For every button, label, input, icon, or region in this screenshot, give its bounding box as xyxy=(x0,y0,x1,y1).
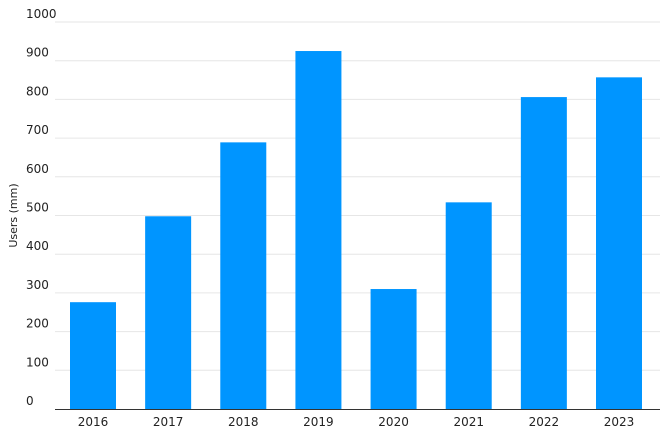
x-tick-label: 2019 xyxy=(303,415,334,429)
x-tick-label: 2018 xyxy=(228,415,259,429)
x-tick-label: 2021 xyxy=(453,415,484,429)
bar-2020 xyxy=(370,289,417,409)
bar-2016 xyxy=(70,302,116,409)
y-tick-label: 100 xyxy=(26,355,49,369)
x-tick-label: 2023 xyxy=(604,415,635,429)
x-tick-label: 2017 xyxy=(153,415,184,429)
y-tick-label: 500 xyxy=(26,201,49,215)
y-tick-label: 200 xyxy=(26,317,49,331)
y-tick-label: 0 xyxy=(26,394,34,408)
y-tick-label: 700 xyxy=(26,123,49,137)
x-axis-tick-labels: 2016 2017 2018 2019 2020 2021 2022 2023 xyxy=(78,415,635,429)
y-tick-label: 300 xyxy=(26,278,49,292)
bars xyxy=(70,51,642,410)
bar-2018 xyxy=(220,142,267,409)
bar-2021 xyxy=(445,202,492,409)
y-tick-label: 400 xyxy=(26,239,49,253)
bar-2022 xyxy=(520,97,567,409)
y-tick-label: 1000 xyxy=(26,7,57,21)
bar-2017 xyxy=(145,216,192,409)
bar-2023 xyxy=(596,77,642,409)
y-axis-tick-labels: 0 100 200 300 400 500 600 700 800 900 1000 xyxy=(26,7,57,408)
bar-2019 xyxy=(295,51,342,410)
y-tick-label: 800 xyxy=(26,84,49,98)
y-axis-title: Users (mm) xyxy=(7,183,20,247)
x-tick-label: 2020 xyxy=(378,415,409,429)
x-tick-label: 2022 xyxy=(529,415,560,429)
y-tick-label: 600 xyxy=(26,162,49,176)
y-tick-label: 900 xyxy=(26,46,49,60)
x-tick-label: 2016 xyxy=(78,415,109,429)
